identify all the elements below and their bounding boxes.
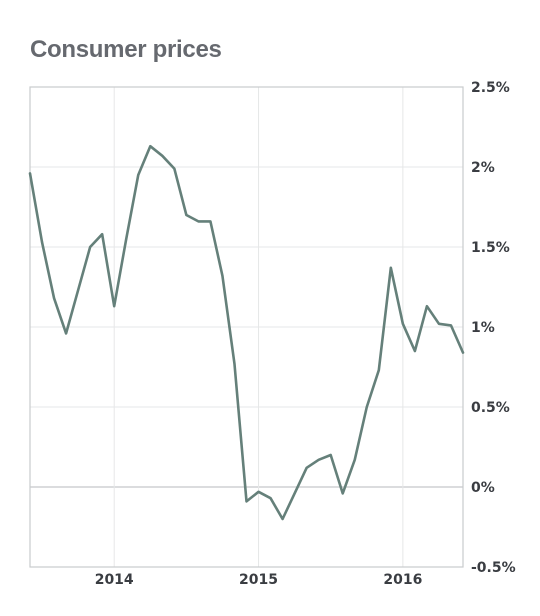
chart-title: Consumer prices — [30, 36, 222, 63]
y-tick-label: -0.5% — [471, 560, 516, 576]
y-tick-label: 2% — [471, 160, 495, 176]
y-tick-label: 1.5% — [471, 240, 510, 256]
y-tick-label: 1% — [471, 320, 495, 336]
x-axis: 2014 2015 2016 — [95, 572, 423, 588]
x-tick-label: 2015 — [239, 572, 278, 588]
grid-lines — [30, 87, 463, 567]
x-tick-label: 2014 — [95, 572, 134, 588]
plot-frame — [29, 86, 464, 568]
y-tick-label: 0.5% — [471, 400, 510, 416]
y-tick-label: 0% — [471, 480, 495, 496]
y-tick-label: 2.5% — [471, 80, 510, 96]
y-axis: 2.5% 2% 1.5% 1% 0.5% 0% -0.5% — [471, 80, 516, 576]
x-tick-label: 2016 — [383, 572, 422, 588]
series-line — [28, 144, 465, 521]
series-layer — [28, 144, 465, 521]
